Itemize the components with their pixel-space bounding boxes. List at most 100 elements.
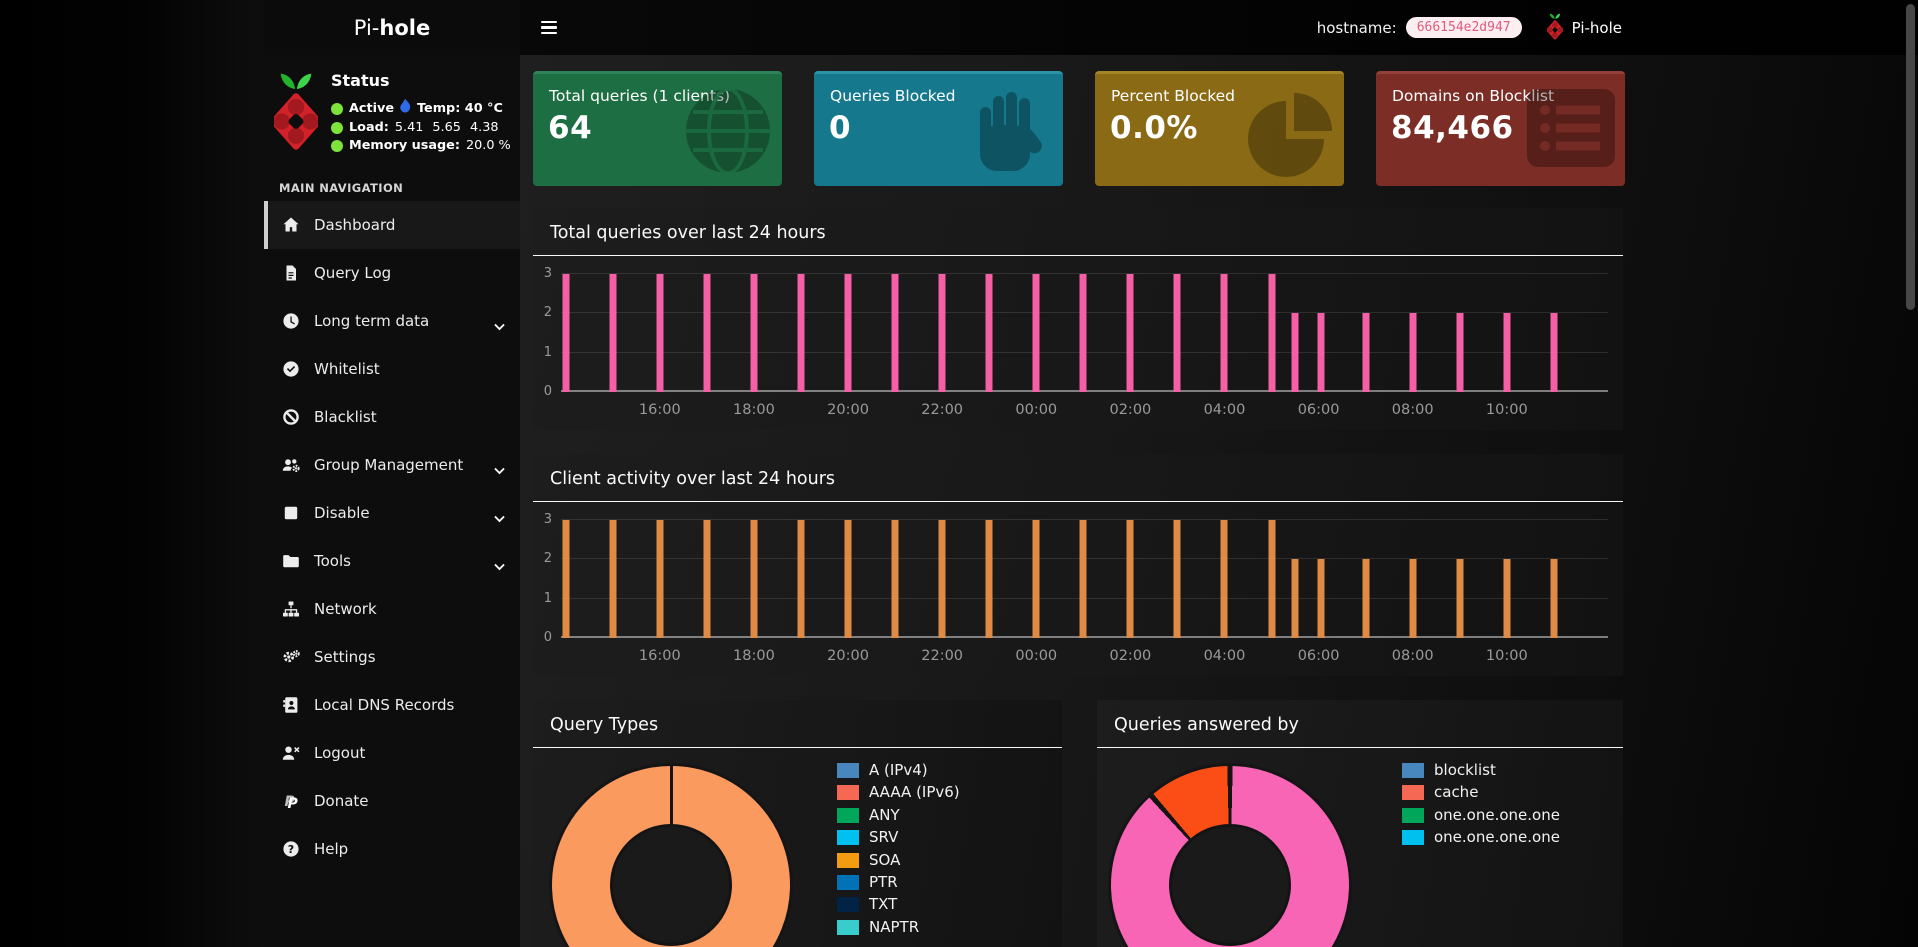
legend-item[interactable]: cache: [1402, 785, 1560, 801]
bar[interactable]: [1503, 559, 1511, 638]
legend-item[interactable]: blocklist: [1402, 763, 1560, 778]
bar[interactable]: [1220, 520, 1228, 638]
pihole-link[interactable]: Pi-hole: [1571, 18, 1622, 37]
legend-item[interactable]: NAPTR: [837, 919, 960, 935]
queries-answered-by-donut[interactable]: [1108, 763, 1352, 947]
bar[interactable]: [1503, 313, 1511, 392]
bar[interactable]: [1317, 559, 1325, 638]
bar[interactable]: [1362, 559, 1370, 638]
bar[interactable]: [656, 520, 664, 638]
bar[interactable]: [891, 274, 899, 392]
legend-item[interactable]: one.one.one.one: [1402, 830, 1560, 846]
bar[interactable]: [1317, 313, 1325, 392]
bar[interactable]: [1550, 559, 1558, 638]
question-circle-icon: ?: [281, 840, 301, 858]
bar[interactable]: [1550, 313, 1558, 392]
sidebar-item-query-log[interactable]: Query Log: [264, 249, 520, 297]
legend-item[interactable]: TXT: [837, 897, 960, 913]
bar[interactable]: [844, 274, 852, 392]
sidebar-item-disable[interactable]: Disable: [264, 489, 520, 537]
bar[interactable]: [938, 520, 946, 638]
bar[interactable]: [656, 274, 664, 392]
bar[interactable]: [1032, 520, 1040, 638]
x-axis-tick: 06:00: [1297, 648, 1340, 664]
bar[interactable]: [797, 274, 805, 392]
sidebar-item-help[interactable]: ? Help: [264, 825, 520, 873]
client-activity-chart[interactable]: 0 1 2 3 16:00 18:00 20:00 22:00 00:00 02:00 04:00 0…: [544, 513, 1608, 664]
bar[interactable]: [609, 274, 617, 392]
legend-item[interactable]: SOA: [837, 852, 960, 868]
legend-item[interactable]: SRV: [837, 830, 960, 846]
query-types-chart[interactable]: A (IPv4) AAAA (IPv6) ANY SRV SOA PTR TXT NAPTR: [533, 748, 1062, 947]
bar[interactable]: [1268, 274, 1276, 392]
users-gear-icon: [281, 456, 301, 474]
bar[interactable]: [1079, 520, 1087, 638]
status-dot-icon: [331, 140, 343, 152]
sidebar-item-settings[interactable]: Settings: [264, 633, 520, 681]
bar[interactable]: [891, 520, 899, 638]
pihole-raspberry-logo: [270, 65, 322, 159]
sidebar-toggle-button[interactable]: [535, 15, 563, 41]
bar[interactable]: [1291, 559, 1299, 638]
bar[interactable]: [1409, 313, 1417, 392]
legend-item[interactable]: AAAA (IPv6): [837, 785, 960, 801]
sidebar-item-local-dns-records[interactable]: Local DNS Records: [264, 681, 520, 729]
brand-logo: Pi-hole: [353, 15, 431, 40]
sidebar-item-logout[interactable]: Logout: [264, 729, 520, 777]
bar[interactable]: [938, 274, 946, 392]
status-dot-icon: [331, 103, 343, 115]
legend-swatch: [837, 897, 859, 913]
sidebar-item-network[interactable]: Network: [264, 585, 520, 633]
bar[interactable]: [1079, 274, 1087, 392]
bar[interactable]: [750, 274, 758, 392]
y-axis-tick: 0: [543, 384, 552, 399]
bar[interactable]: [1268, 520, 1276, 638]
total-queries-chart[interactable]: 0 1 2 3 16:00 18:00 20:00 22:00 00:00 02:00 04:00 0…: [544, 267, 1608, 418]
bar[interactable]: [797, 520, 805, 638]
svg-text:?: ?: [288, 843, 294, 856]
bar[interactable]: [750, 520, 758, 638]
bar[interactable]: [1126, 520, 1134, 638]
bar[interactable]: [985, 274, 993, 392]
stop-icon: [281, 504, 301, 522]
bar[interactable]: [1456, 559, 1464, 638]
bar[interactable]: [1032, 274, 1040, 392]
brand-link[interactable]: Pi-hole: [264, 0, 520, 55]
sidebar-item-whitelist[interactable]: Whitelist: [264, 345, 520, 393]
x-axis-tick: 04:00: [1203, 648, 1246, 664]
legend-item[interactable]: A (IPv4): [837, 763, 960, 778]
bar[interactable]: [703, 520, 711, 638]
scrollbar-thumb[interactable]: [1906, 4, 1915, 310]
card-queries-blocked: Queries Blocked 0: [814, 71, 1063, 186]
sidebar-item-blacklist[interactable]: Blacklist: [264, 393, 520, 441]
query-types-donut[interactable]: [549, 763, 793, 947]
queries-answered-by-chart[interactable]: blocklist cache one.one.one.one one.one.one…: [1097, 748, 1623, 947]
sidebar-item-long-term-data[interactable]: Long term data: [264, 297, 520, 345]
bar[interactable]: [1362, 313, 1370, 392]
bar[interactable]: [844, 520, 852, 638]
bar[interactable]: [1291, 313, 1299, 392]
chevron-down-icon: [494, 557, 505, 575]
legend-item[interactable]: one.one.one.one: [1402, 807, 1560, 823]
bar[interactable]: [609, 520, 617, 638]
sidebar-item-dashboard[interactable]: Dashboard: [264, 201, 520, 249]
hand-icon: [963, 85, 1055, 181]
status-panel: Status Active Temp: 40 °C Load: 5.41 5.6…: [264, 55, 520, 167]
bar[interactable]: [985, 520, 993, 638]
legend-item[interactable]: ANY: [837, 807, 960, 823]
bar[interactable]: [562, 520, 570, 638]
y-axis-tick: 2: [543, 305, 552, 321]
legend-item[interactable]: PTR: [837, 874, 960, 890]
bar[interactable]: [1126, 274, 1134, 392]
bar[interactable]: [1456, 313, 1464, 392]
bar[interactable]: [1220, 274, 1228, 392]
bar[interactable]: [1173, 274, 1181, 392]
sidebar-item-group-management[interactable]: Group Management: [264, 441, 520, 489]
sidebar-item-tools[interactable]: Tools: [264, 537, 520, 585]
bar[interactable]: [1409, 559, 1417, 638]
bar[interactable]: [1173, 520, 1181, 638]
bar[interactable]: [703, 274, 711, 392]
bar[interactable]: [562, 274, 570, 392]
